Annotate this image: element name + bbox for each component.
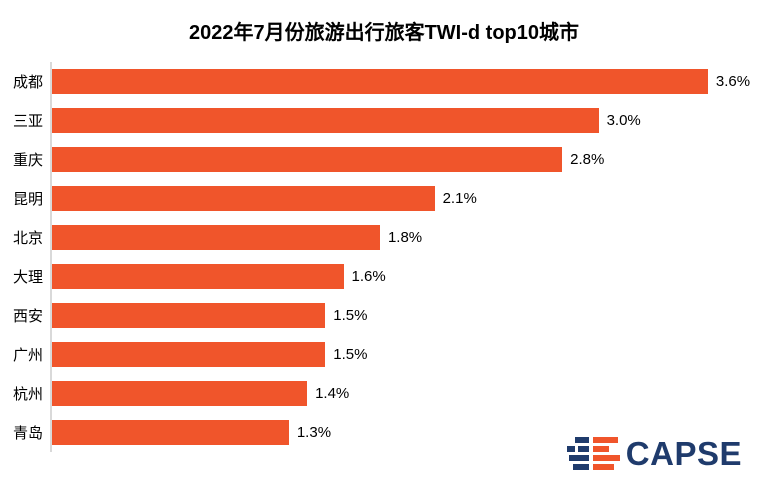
value-label: 1.3%: [296, 424, 332, 441]
value-label: 3.0%: [606, 112, 641, 129]
capse-logo-mark-icon: [563, 437, 620, 470]
bar-row: 三亚 3.0%: [0, 101, 768, 140]
bar-zone: 2.1%: [50, 179, 768, 218]
bar-row: 杭州 1.4%: [0, 374, 768, 413]
bar: [52, 225, 380, 250]
capse-logo: CAPSE: [563, 437, 742, 470]
value-label: 1.5%: [333, 346, 368, 363]
bar-row: 成都 3.6%: [0, 62, 768, 101]
bar: [52, 108, 599, 133]
bar-row: 北京 1.8%: [0, 218, 768, 257]
bar: [52, 381, 308, 406]
category-label: 大理: [12, 269, 43, 286]
bar-zone: 3.6%: [50, 62, 768, 101]
bar-zone: 1.3%: [50, 413, 768, 452]
value-label: 1.5%: [333, 307, 368, 324]
bar-zone: 1.6%: [50, 257, 768, 296]
bar: [52, 264, 344, 289]
bar-zone: 2.8%: [50, 140, 768, 179]
bar: [52, 420, 289, 445]
value-label: 1.4%: [315, 385, 350, 402]
category-label: 成都: [12, 74, 43, 91]
bar-zone: 1.4%: [50, 374, 768, 413]
category-label: 西安: [12, 308, 43, 325]
bar: [52, 147, 563, 172]
value-label: 3.6%: [715, 73, 751, 90]
category-label: 重庆: [12, 152, 43, 169]
value-label: 2.8%: [570, 151, 605, 168]
bar-row: 西安 1.5%: [0, 296, 768, 335]
category-label: 广州: [12, 347, 43, 364]
category-label: 三亚: [12, 113, 43, 130]
bar-zone: 1.5%: [50, 335, 768, 374]
bar-zone: 3.0%: [50, 101, 768, 140]
value-label: 1.6%: [351, 268, 386, 285]
value-label: 1.8%: [387, 229, 423, 246]
value-label: 2.1%: [442, 190, 477, 207]
capse-logo-text: CAPSE: [625, 435, 742, 472]
bar-row: 大理 1.6%: [0, 257, 768, 296]
bar-row: 重庆 2.8%: [0, 140, 768, 179]
category-label: 昆明: [12, 191, 43, 208]
bar: [52, 303, 326, 328]
bar-zone: 1.8%: [50, 218, 768, 257]
bar: [52, 342, 326, 367]
category-label: 杭州: [12, 386, 43, 403]
bar: [52, 186, 435, 211]
category-label: 青岛: [12, 425, 43, 442]
chart-title: 2022年7月份旅游出行旅客TWI-d top10城市: [188, 22, 580, 44]
bar-row: 广州 1.5%: [0, 335, 768, 374]
horizontal-bar-chart: 成都 3.6% 三亚 3.0% 重庆 2.8% 昆明 2.1% 北京 1.8% 大理 1.6% 西安 1.…: [0, 62, 768, 452]
bar-row: 青岛 1.3%: [0, 413, 768, 452]
bar-row: 昆明 2.1%: [0, 179, 768, 218]
category-label: 北京: [12, 230, 43, 247]
bar: [52, 69, 708, 94]
bar-zone: 1.5%: [50, 296, 768, 335]
